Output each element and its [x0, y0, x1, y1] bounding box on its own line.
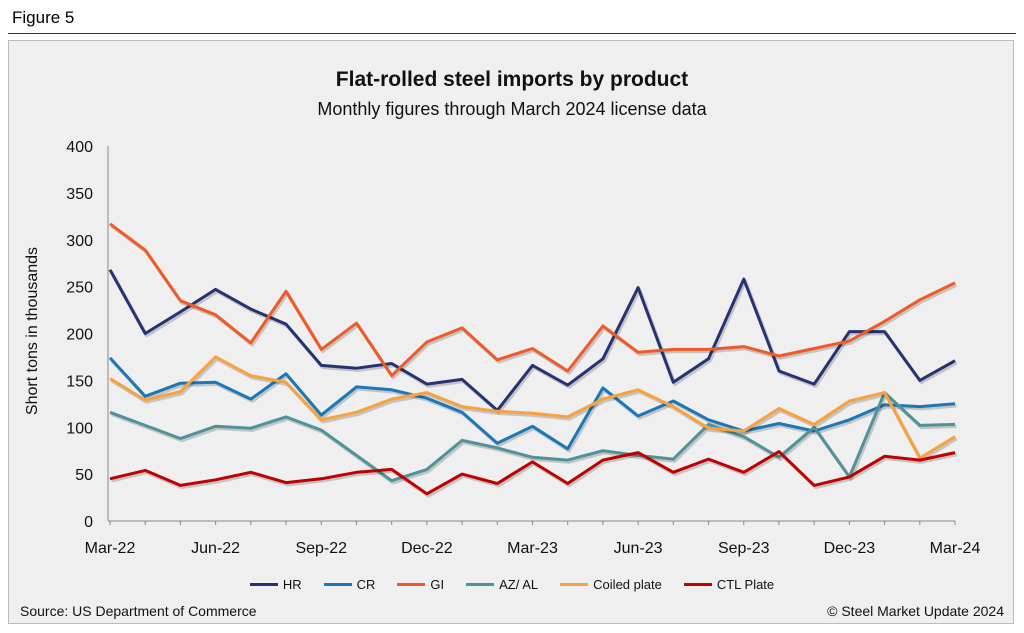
x-tick-label: Sep-22 — [295, 540, 347, 557]
x-tick-label: Mar-23 — [507, 540, 558, 557]
legend-swatch — [683, 583, 712, 586]
y-tick-label: 300 — [66, 233, 93, 250]
x-tick-label: Dec-23 — [824, 540, 876, 557]
legend-item-cr: CR — [323, 577, 376, 592]
series-shadow-coiled-plate — [110, 357, 958, 462]
x-tick-label: Jun-23 — [614, 540, 663, 557]
series-line-hr — [108, 269, 956, 412]
x-tick-label: Jun-22 — [191, 540, 240, 557]
y-tick-label: 250 — [66, 280, 93, 297]
legend-item-gi: GI — [397, 577, 444, 592]
legend-item-hr: HR — [249, 577, 302, 592]
legend-label: HR — [282, 577, 302, 592]
chart-title: Flat-rolled steel imports by product — [335, 68, 689, 91]
legend: HR CR GI AZ/ AL Coiled plate CTL Plate — [0, 577, 1024, 592]
x-tick-label: Sep-23 — [718, 540, 770, 557]
figure-label: Figure 5 — [12, 8, 75, 27]
legend-label: GI — [430, 577, 445, 592]
legend-swatch — [249, 583, 278, 586]
source-note: Source: US Department of Commerce — [20, 603, 257, 619]
x-tick-label: Dec-22 — [401, 540, 453, 557]
y-tick-label: 200 — [66, 327, 93, 344]
series-shadow-cr — [110, 358, 957, 453]
legend-item-az-al: AZ/ AL — [466, 577, 538, 592]
legend-label: AZ/ AL — [499, 577, 539, 592]
chart-subtitle: Monthly figures through March 2024 licen… — [317, 99, 707, 119]
x-tick-label: Mar-22 — [85, 540, 136, 557]
series-shadow-hr — [109, 270, 958, 415]
legend-label: CTL Plate — [716, 577, 775, 592]
legend-item-coiled-plate: Coiled plate — [560, 577, 662, 592]
x-tick-label: Mar-24 — [930, 540, 981, 557]
series-line-az-al — [109, 391, 956, 483]
y-tick-label: 50 — [75, 467, 93, 484]
y-tick-label: 150 — [66, 373, 93, 390]
divider — [8, 33, 1016, 34]
copyright-note: © Steel Market Update 2024 — [827, 603, 1004, 619]
y-tick-label: 400 — [66, 139, 93, 156]
legend-swatch — [466, 583, 495, 586]
legend-item-ctl-plate: CTL Plate — [683, 577, 775, 592]
legend-swatch — [323, 583, 352, 586]
series-shadow-az-al — [110, 392, 957, 485]
legend-label: CR — [356, 577, 376, 592]
y-tick-label: 0 — [84, 514, 93, 531]
y-tick-label: 350 — [66, 186, 93, 203]
legend-swatch — [397, 583, 426, 586]
legend-label: Coiled plate — [593, 577, 662, 592]
chart-panel — [8, 40, 1014, 624]
y-tick-label: 100 — [66, 420, 93, 437]
legend-swatch — [560, 583, 589, 586]
